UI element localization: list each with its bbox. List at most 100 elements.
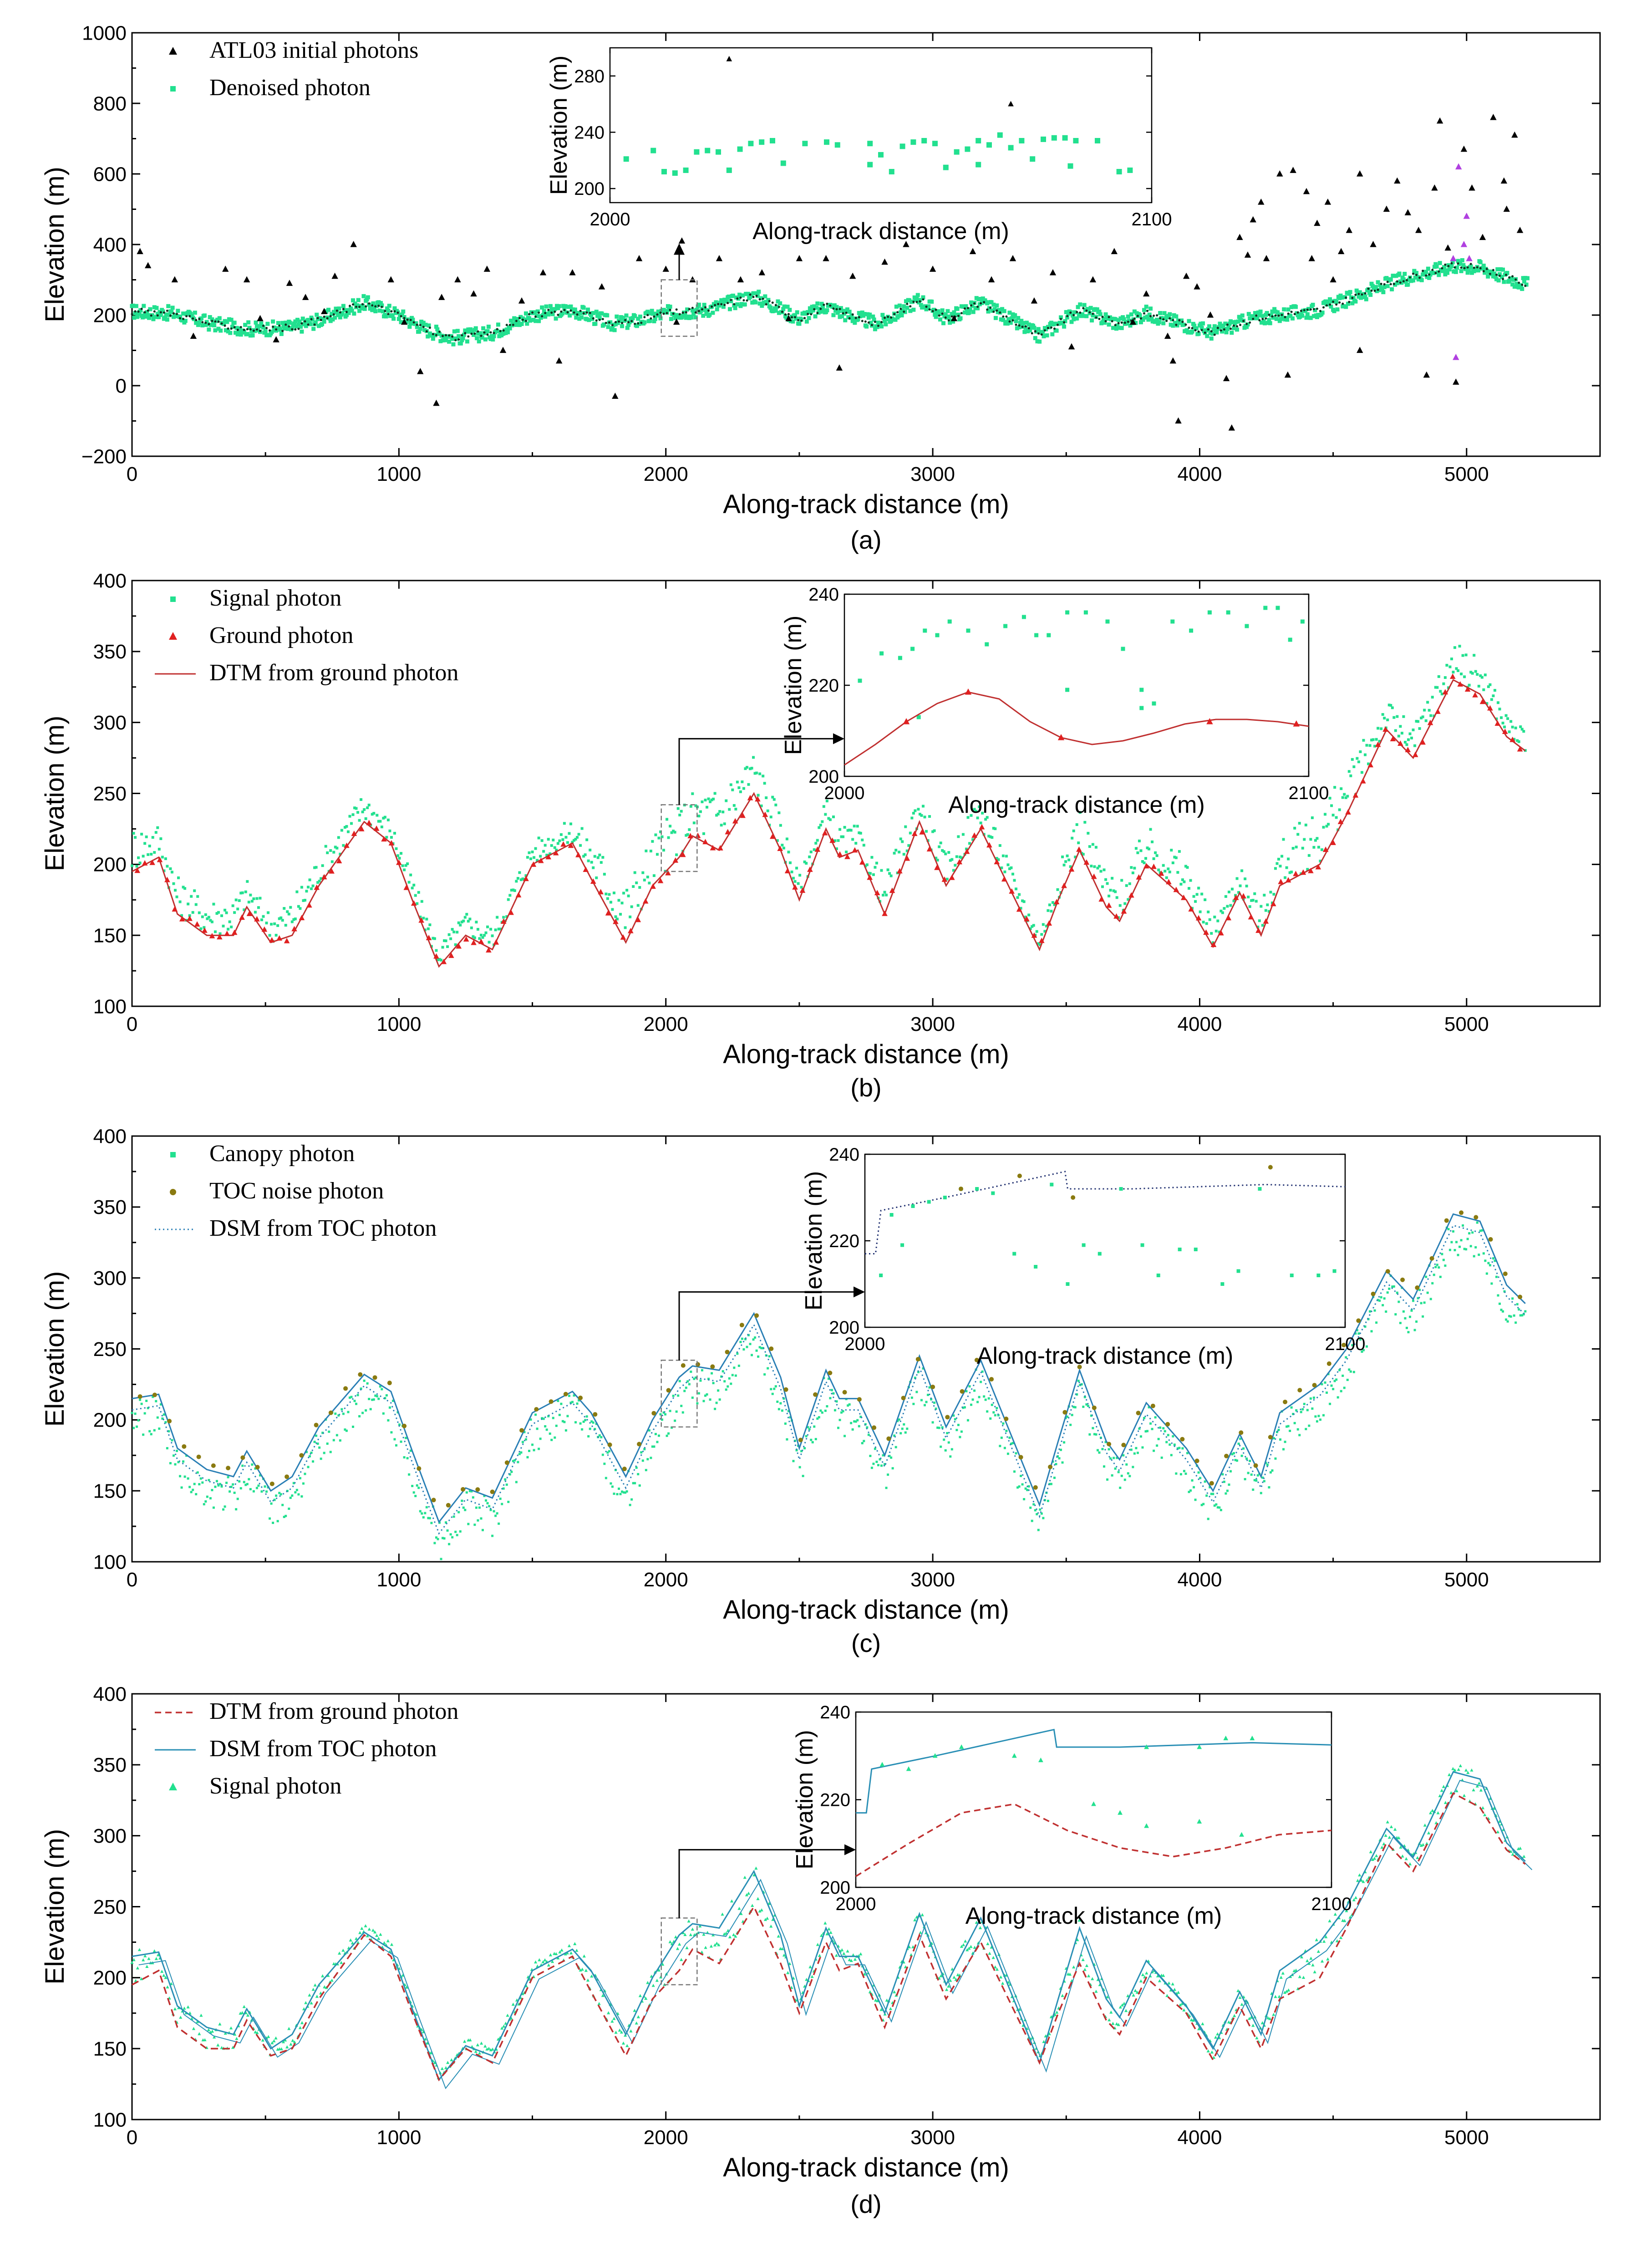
ground-photon (1352, 792, 1359, 798)
signal-photon (163, 869, 166, 872)
inset-canopy-photon (1332, 1269, 1336, 1273)
denoised-photon (1245, 325, 1249, 329)
inset-denoised-photon (997, 132, 1003, 138)
signal-photon (131, 864, 133, 867)
ground-trace (714, 304, 716, 306)
denoised-photon (227, 317, 231, 321)
signal-photon (147, 853, 150, 856)
signal-photon (1197, 887, 1200, 890)
canopy-photon (281, 1504, 284, 1506)
denoised-photon (1298, 315, 1302, 319)
ground-photon (1375, 741, 1381, 747)
denoised-photon (949, 318, 953, 323)
denoised-photon (1437, 273, 1441, 277)
ground-trace (557, 314, 559, 316)
canopy-photon (943, 1438, 945, 1441)
denoised-photon (310, 317, 315, 322)
denoised-photon (1163, 316, 1168, 321)
canopy-photon (236, 1498, 239, 1500)
denoised-photon (535, 309, 540, 314)
canopy-photon (1289, 1429, 1291, 1432)
canopy-photon (924, 1404, 926, 1407)
denoised-photon (596, 312, 601, 317)
ground-trace (1047, 326, 1049, 329)
signal-photon (478, 2051, 482, 2055)
signal-photon (755, 771, 758, 775)
canopy-photon (701, 1369, 703, 1371)
ground-trace (137, 310, 140, 313)
ground-trace (1104, 320, 1107, 322)
signal-photon (350, 822, 353, 825)
signal-photon (182, 886, 185, 889)
denoised-photon (967, 311, 971, 315)
ground-trace (848, 317, 851, 320)
canopy-photon (449, 1533, 452, 1536)
ground-trace (1184, 323, 1187, 326)
signal-photon (386, 1939, 390, 1942)
inset-plot-frame (609, 47, 1153, 204)
signal-photon (526, 856, 529, 859)
canopy-photon (414, 1495, 417, 1498)
inset-signal-photon (1121, 647, 1125, 651)
canopy-photon (508, 1473, 511, 1476)
signal-photon (494, 928, 497, 932)
signal-photon (1423, 708, 1426, 712)
initial-photon (1194, 283, 1200, 290)
denoised-photon (1274, 316, 1279, 321)
signal-photon (142, 1958, 145, 1962)
ground-trace (1111, 320, 1113, 323)
canopy-photon (671, 1426, 673, 1429)
signal-photon (1287, 1988, 1291, 1992)
signal-photon (1476, 673, 1479, 676)
canopy-photon (1061, 1461, 1064, 1464)
ground-trace (1479, 267, 1482, 270)
ground-photon (964, 848, 970, 854)
signal-photon (600, 861, 603, 864)
canopy-photon (1409, 1315, 1412, 1318)
y-tick-label: 0 (116, 375, 127, 397)
legend-marker (169, 47, 177, 55)
ground-trace (442, 335, 444, 337)
denoised-photon (879, 324, 884, 329)
signal-photon (311, 884, 315, 887)
signal-photon (1282, 838, 1285, 841)
denoised-photon (1257, 313, 1262, 317)
denoised-photon (1346, 301, 1350, 306)
signal-photon (148, 845, 151, 848)
denoised-photon (346, 311, 351, 315)
denoised-photon (452, 329, 457, 334)
ground-trace (1514, 278, 1517, 281)
ground-photon (358, 826, 365, 831)
signal-photon (657, 836, 661, 840)
signal-photon (709, 800, 712, 803)
initial-photon (1503, 205, 1510, 212)
signal-photon (625, 2044, 629, 2047)
inset-signal-photon (1034, 633, 1039, 637)
signal-photon (1047, 2032, 1051, 2035)
canopy-photon (661, 1418, 664, 1421)
signal-photon (1075, 823, 1078, 826)
canopy-photon (891, 1467, 894, 1470)
canopy-photon (914, 1376, 916, 1379)
signal-photon (390, 1942, 394, 1946)
canopy-photon (1116, 1457, 1118, 1459)
denoised-photon (249, 329, 254, 333)
signal-photon (1485, 702, 1489, 705)
signal-photon (1304, 823, 1307, 826)
signal-photon (342, 844, 345, 847)
ground-photon (1450, 673, 1456, 679)
signal-photon (528, 851, 531, 854)
ground-trace (214, 320, 217, 323)
denoised-photon (434, 325, 438, 329)
ground-trace (784, 313, 787, 316)
signal-photon (722, 810, 725, 814)
canopy-photon (1021, 1483, 1024, 1486)
denoised-photon (904, 299, 908, 304)
inset-canopy-photon (1178, 1248, 1182, 1251)
denoised-photon (992, 307, 997, 311)
ground-trace (528, 313, 531, 316)
x-tick-label: 0 (127, 463, 137, 485)
signal-photon (228, 920, 231, 923)
signal-photon (1288, 871, 1291, 874)
